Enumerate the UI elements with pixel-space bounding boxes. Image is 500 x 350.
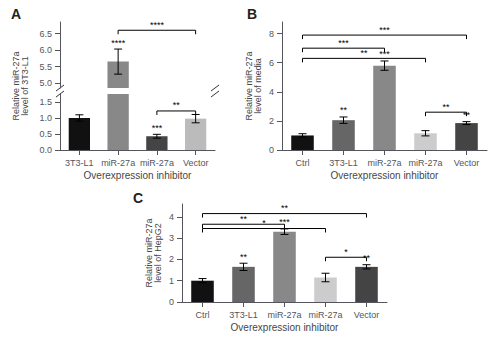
svg-text:***: *** (152, 123, 163, 133)
svg-text:6.0: 6.0 (39, 45, 52, 55)
svg-text:Ctrl: Ctrl (296, 158, 310, 168)
svg-text:miR-27a: miR-27a (140, 158, 174, 168)
svg-text:0.0: 0.0 (39, 145, 52, 155)
svg-text:2: 2 (169, 254, 174, 264)
svg-text:**: ** (240, 252, 248, 262)
svg-text:***: *** (338, 38, 349, 48)
svg-text:5.0: 5.0 (39, 78, 52, 88)
svg-text:****: **** (150, 20, 165, 30)
svg-text:Relative miR-27a: Relative miR-27a (10, 51, 21, 121)
svg-text:*: * (344, 247, 348, 257)
svg-text:Relative miR-27a: Relative miR-27a (243, 51, 254, 121)
svg-text:miR-27a: miR-27a (308, 310, 342, 320)
svg-text:8: 8 (269, 29, 274, 39)
svg-text:3T3-L1: 3T3-L1 (65, 158, 94, 168)
svg-text:miR-27a: miR-27a (367, 158, 401, 168)
svg-text:level of HepG2: level of HepG2 (153, 223, 163, 283)
svg-text:Vector: Vector (454, 158, 480, 168)
svg-text:**: ** (442, 102, 450, 112)
svg-text:1.0: 1.0 (39, 113, 52, 123)
svg-text:**: ** (240, 214, 248, 224)
svg-text:4: 4 (269, 87, 274, 97)
svg-text:0: 0 (269, 145, 274, 155)
svg-text:level of media: level of media (253, 58, 263, 114)
svg-text:1: 1 (169, 276, 174, 286)
svg-text:Relative miR-27a: Relative miR-27a (143, 218, 154, 288)
svg-text:miR-27a: miR-27a (267, 310, 301, 320)
svg-text:miR-27a: miR-27a (408, 158, 442, 168)
svg-text:Overexpression inhibitor: Overexpression inhibitor (84, 170, 192, 181)
svg-text:**: ** (340, 105, 348, 115)
svg-text:Vector: Vector (183, 158, 209, 168)
svg-text:level of 3T3-L1: level of 3T3-L1 (20, 56, 30, 116)
svg-text:C: C (133, 190, 143, 206)
svg-text:3: 3 (169, 233, 174, 243)
svg-text:miR-27a: miR-27a (101, 158, 135, 168)
svg-text:1.5: 1.5 (39, 97, 52, 107)
svg-text:Ctrl: Ctrl (196, 310, 210, 320)
svg-text:5.5: 5.5 (39, 62, 52, 72)
svg-text:2: 2 (269, 116, 274, 126)
svg-text:**: ** (360, 48, 368, 58)
svg-text:6.5: 6.5 (39, 29, 52, 39)
svg-text:**: ** (173, 100, 181, 110)
svg-text:4: 4 (169, 212, 174, 222)
svg-text:***: *** (379, 25, 390, 35)
svg-text:A: A (11, 6, 21, 22)
svg-text:**: ** (281, 203, 289, 213)
svg-text:3T3-L1: 3T3-L1 (329, 158, 358, 168)
svg-text:Overexpression inhibitor: Overexpression inhibitor (331, 170, 439, 181)
svg-text:0: 0 (169, 297, 174, 307)
svg-text:Overexpression inhibitor: Overexpression inhibitor (231, 322, 339, 333)
svg-text:0.5: 0.5 (39, 129, 52, 139)
svg-text:Vector: Vector (354, 310, 380, 320)
svg-text:*: * (262, 218, 266, 228)
svg-text:B: B (247, 6, 257, 22)
svg-text:****: **** (111, 38, 126, 48)
svg-text:6: 6 (269, 58, 274, 68)
svg-text:3T3-L1: 3T3-L1 (229, 310, 258, 320)
